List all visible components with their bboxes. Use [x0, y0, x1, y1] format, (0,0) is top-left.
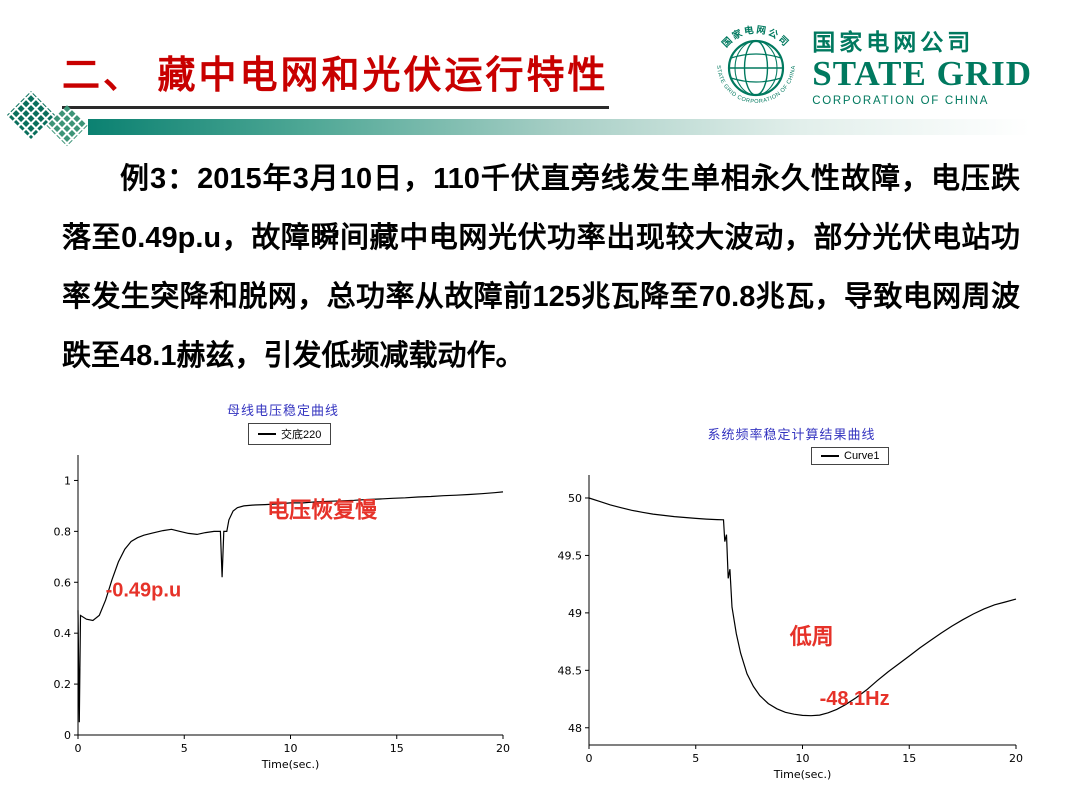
svg-text:15: 15 — [390, 742, 404, 755]
svg-text:10: 10 — [284, 742, 298, 755]
logo-company-en-sub: CORPORATION OF CHINA — [812, 94, 990, 107]
svg-text:0: 0 — [75, 742, 82, 755]
svg-text:-48.1Hz: -48.1Hz — [820, 688, 890, 710]
corner-decoration-icon — [6, 90, 89, 147]
svg-text:0: 0 — [64, 729, 71, 742]
svg-text:0.2: 0.2 — [54, 678, 72, 691]
frequency-chart-title: 系统频率稳定计算结果曲线 — [707, 427, 876, 442]
legend-line-icon — [258, 433, 276, 435]
svg-text:0: 0 — [586, 752, 593, 765]
voltage-chart-legend: 交底220 — [248, 423, 332, 445]
frequency-legend-label: Curve1 — [844, 450, 880, 462]
voltage-chart-title: 母线电压稳定曲线 — [226, 403, 339, 418]
voltage-chart: 母线电压稳定曲线 交底220 0 0.2 0.4 0.6 0.8 1 0 5 10 15 20 Tim… — [48, 400, 518, 779]
svg-text:Time(sec.): Time(sec.) — [773, 768, 832, 781]
body-text: 例3：2015年3月10日，110千伏直旁线发生单相永久性故障，电压跌落至0.4… — [62, 163, 1020, 372]
frequency-chart-legend: Curve1 — [811, 447, 890, 465]
svg-text:48.5: 48.5 — [558, 664, 583, 677]
svg-text:5: 5 — [181, 742, 188, 755]
svg-text:49: 49 — [568, 607, 582, 620]
svg-text:48: 48 — [568, 722, 582, 735]
svg-text:0.4: 0.4 — [54, 627, 72, 640]
voltage-legend-label: 交底220 — [281, 429, 322, 441]
svg-text:1: 1 — [64, 474, 71, 487]
svg-text:5: 5 — [692, 752, 699, 765]
state-grid-globe-icon: 国家电网公司 STATE GRID CORPORATION OF CHINA — [711, 23, 802, 113]
slide-title: 二、 藏中电网和光伏运行特性 — [62, 44, 609, 109]
svg-text:50: 50 — [568, 492, 582, 505]
title-divider-bar — [88, 119, 1080, 135]
svg-text:0.8: 0.8 — [54, 525, 72, 538]
svg-text:0.6: 0.6 — [54, 576, 72, 589]
state-grid-logo: 国家电网公司 STATE GRID CORPORATION OF CHINA 国… — [704, 22, 1032, 114]
svg-text:20: 20 — [496, 742, 510, 755]
svg-text:15: 15 — [902, 752, 916, 765]
svg-text:低周: 低周 — [789, 624, 834, 649]
svg-text:10: 10 — [796, 752, 810, 765]
logo-company-cn: 国家电网公司 — [812, 29, 975, 56]
logo-company-en: STATE GRID — [812, 53, 1032, 93]
svg-text:20: 20 — [1009, 752, 1023, 765]
frequency-chart: 系统频率稳定计算结果曲线 Curve1 48 48.5 49 49.5 50 0 5 10 15… — [553, 424, 1030, 789]
svg-text:Time(sec.): Time(sec.) — [261, 758, 320, 771]
svg-text:49.5: 49.5 — [558, 549, 583, 562]
svg-text:-0.49p.u: -0.49p.u — [106, 579, 182, 601]
svg-text:电压恢复慢: 电压恢复慢 — [267, 497, 378, 522]
voltage-plot: 00.20.40.60.810 5 10 15 20Time(sec.)-0.49p.u… — [54, 455, 510, 771]
frequency-plot: 48 48.5 49 49.5 50 0 5 10 15 20 Time(sec.) 低周 -48.1H… — [558, 475, 1023, 781]
logo-text-block: 国家电网公司 STATE GRID CORPORATION OF CHINA — [812, 29, 1032, 106]
legend-line-icon — [821, 455, 839, 457]
